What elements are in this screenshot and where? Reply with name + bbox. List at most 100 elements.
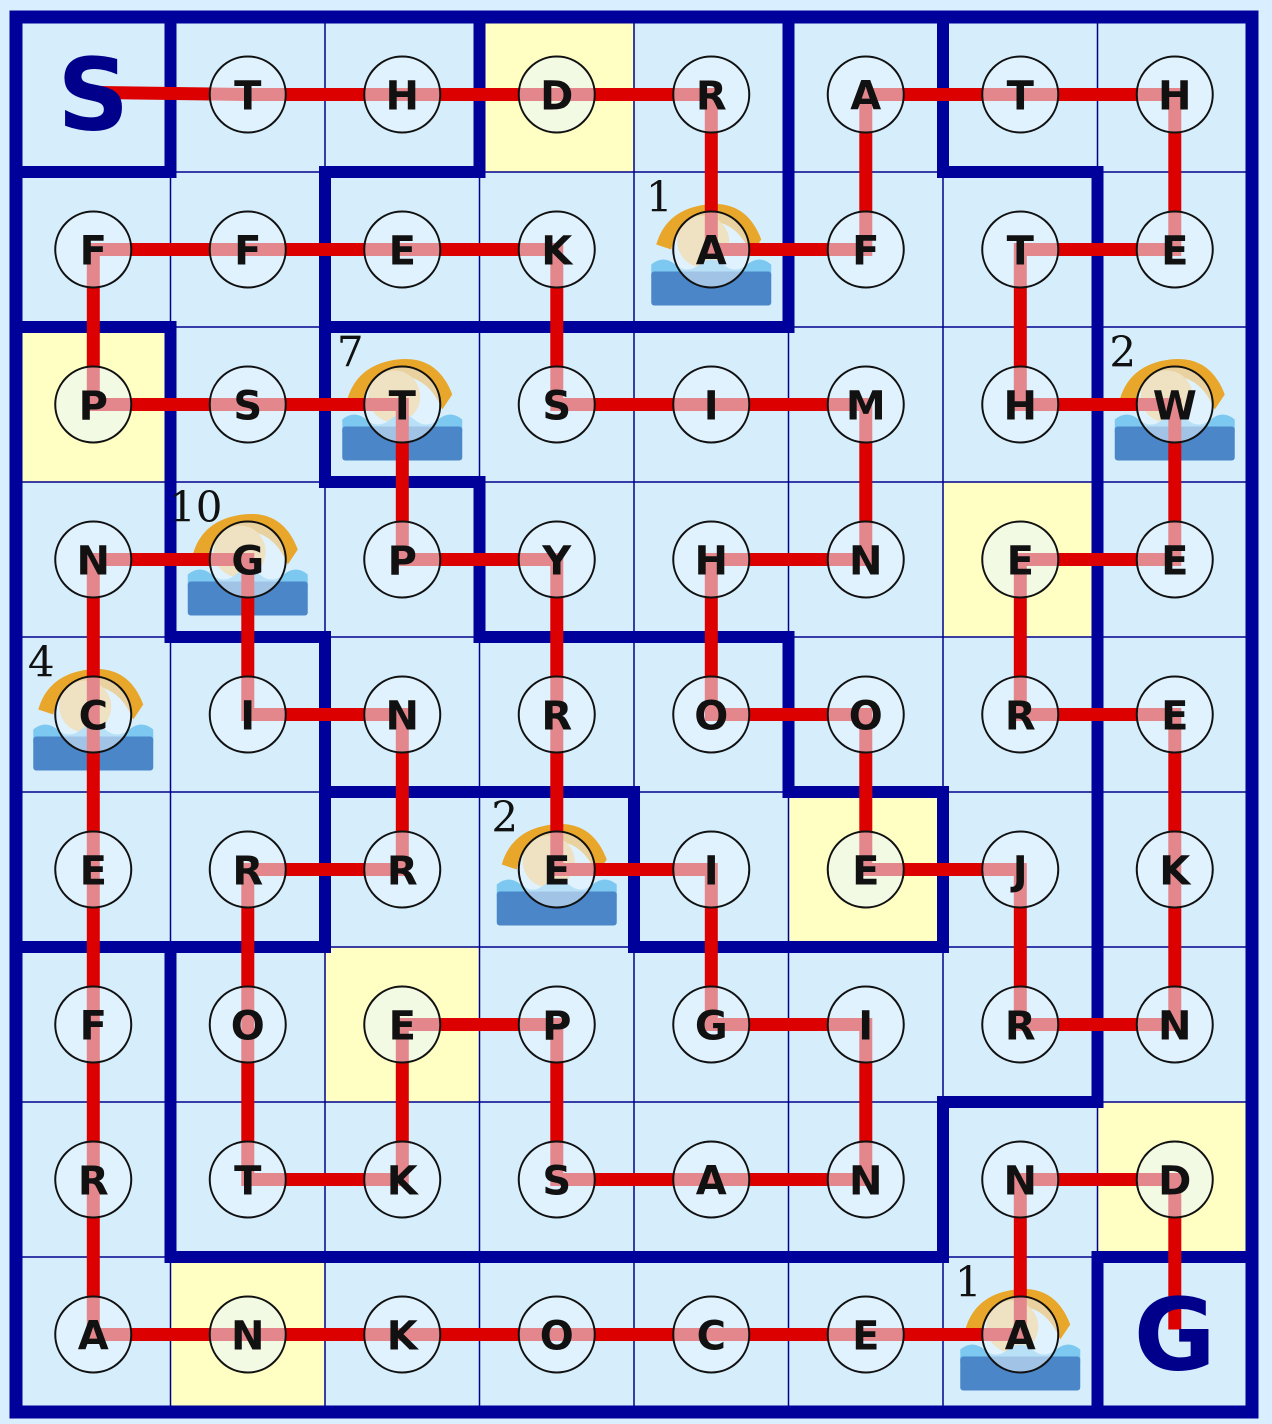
swimmer-cap-shape — [1119, 358, 1225, 410]
token-letter: T — [389, 384, 417, 430]
token-letter: M — [846, 384, 886, 430]
token-letter: R — [387, 849, 418, 895]
token-letter: R — [232, 849, 263, 895]
letter-token — [981, 520, 1060, 599]
token-letter: D — [1158, 1159, 1191, 1205]
token-letter: P — [542, 1004, 571, 1050]
letter-token — [517, 1140, 596, 1219]
letter-token — [826, 1295, 905, 1374]
token-letter: E — [852, 1314, 879, 1360]
token-letter: H — [386, 74, 419, 120]
letter-token — [208, 1140, 287, 1219]
letter-token — [981, 55, 1060, 134]
letter-token — [517, 675, 596, 754]
letter-token — [826, 365, 905, 444]
letter-token — [363, 830, 442, 909]
swimmer-count: 4 — [28, 638, 55, 687]
letter-token — [363, 1295, 442, 1374]
letter-token — [208, 520, 287, 599]
token-letter: N — [231, 1314, 264, 1360]
token-letter: T — [1007, 229, 1035, 275]
token-letter: C — [697, 1314, 726, 1360]
letter-token — [363, 675, 442, 754]
token-letter: E — [543, 849, 570, 895]
token-letter: F — [80, 1004, 107, 1050]
token-letter: I — [704, 849, 719, 895]
token-letter: N — [386, 694, 419, 740]
token-letter: A — [1005, 1314, 1036, 1360]
letter-token — [1135, 985, 1214, 1064]
token-letter: N — [1158, 1004, 1191, 1050]
token-letter: F — [234, 229, 261, 275]
letter-token — [1135, 1140, 1214, 1219]
letter-token — [981, 210, 1060, 289]
swimmer-cap-shape — [965, 1288, 1071, 1340]
letter-token — [1135, 675, 1214, 754]
token-letter: S — [542, 1159, 571, 1205]
letter-token — [517, 1295, 596, 1374]
token-letter: E — [389, 229, 416, 275]
token-letter: K — [387, 1314, 420, 1360]
token-letter: G — [695, 1004, 728, 1050]
letter-token — [517, 55, 596, 134]
swimmer-count: 2 — [491, 793, 518, 842]
letter-token — [672, 365, 751, 444]
letter-token — [826, 675, 905, 754]
token-letter: E — [389, 1004, 416, 1050]
token-letter: A — [696, 229, 727, 275]
letter-token — [826, 985, 905, 1064]
token-letter: R — [1005, 1004, 1036, 1050]
letter-token — [672, 1295, 751, 1374]
letter-token — [1135, 365, 1214, 444]
token-letter: E — [852, 849, 879, 895]
letter-token — [672, 520, 751, 599]
letter-token — [826, 55, 905, 134]
letter-token — [672, 830, 751, 909]
letter-token — [363, 520, 442, 599]
letter-token — [54, 830, 133, 909]
letter-token — [1135, 830, 1214, 909]
token-letter: F — [80, 229, 107, 275]
swimmer-count: 2 — [1109, 328, 1136, 377]
token-letter: E — [1007, 539, 1034, 585]
start-label: S — [57, 37, 129, 154]
token-letter: K — [1159, 849, 1192, 895]
letter-token — [517, 985, 596, 1064]
letter-token — [981, 830, 1060, 909]
token-letter: E — [80, 849, 107, 895]
letter-token — [672, 985, 751, 1064]
token-letter: K — [541, 229, 574, 275]
letter-token — [517, 210, 596, 289]
letter-token — [826, 520, 905, 599]
token-letter: E — [1161, 694, 1188, 740]
token-letter: J — [1010, 849, 1028, 895]
swimmer-cap-shape — [38, 668, 144, 720]
token-letter: C — [79, 694, 108, 740]
swimmer-cap-shape — [501, 823, 607, 875]
token-letter: A — [78, 1314, 109, 1360]
letter-token — [54, 365, 133, 444]
token-letter: P — [79, 384, 108, 430]
token-letter: O — [849, 694, 883, 740]
token-letter: R — [1005, 694, 1036, 740]
letter-token — [1135, 520, 1214, 599]
token-letter: W — [1153, 384, 1197, 430]
token-letter: D — [540, 74, 573, 120]
letter-token — [672, 1140, 751, 1219]
letter-token — [517, 365, 596, 444]
letter-token — [54, 985, 133, 1064]
swimmer-count: 1 — [955, 1258, 982, 1307]
letter-token — [672, 675, 751, 754]
swimmer-cap-shape — [347, 358, 453, 410]
token-letter: S — [542, 384, 571, 430]
token-letter: N — [77, 539, 110, 585]
letter-token — [54, 1295, 133, 1374]
board-border — [9, 10, 1259, 1419]
letter-token — [54, 1140, 133, 1219]
token-letter: H — [1158, 74, 1191, 120]
token-letter: I — [704, 384, 719, 430]
letter-token — [1135, 55, 1214, 134]
token-letter: I — [858, 1004, 873, 1050]
token-letter: S — [233, 384, 262, 430]
letter-token — [208, 55, 287, 134]
